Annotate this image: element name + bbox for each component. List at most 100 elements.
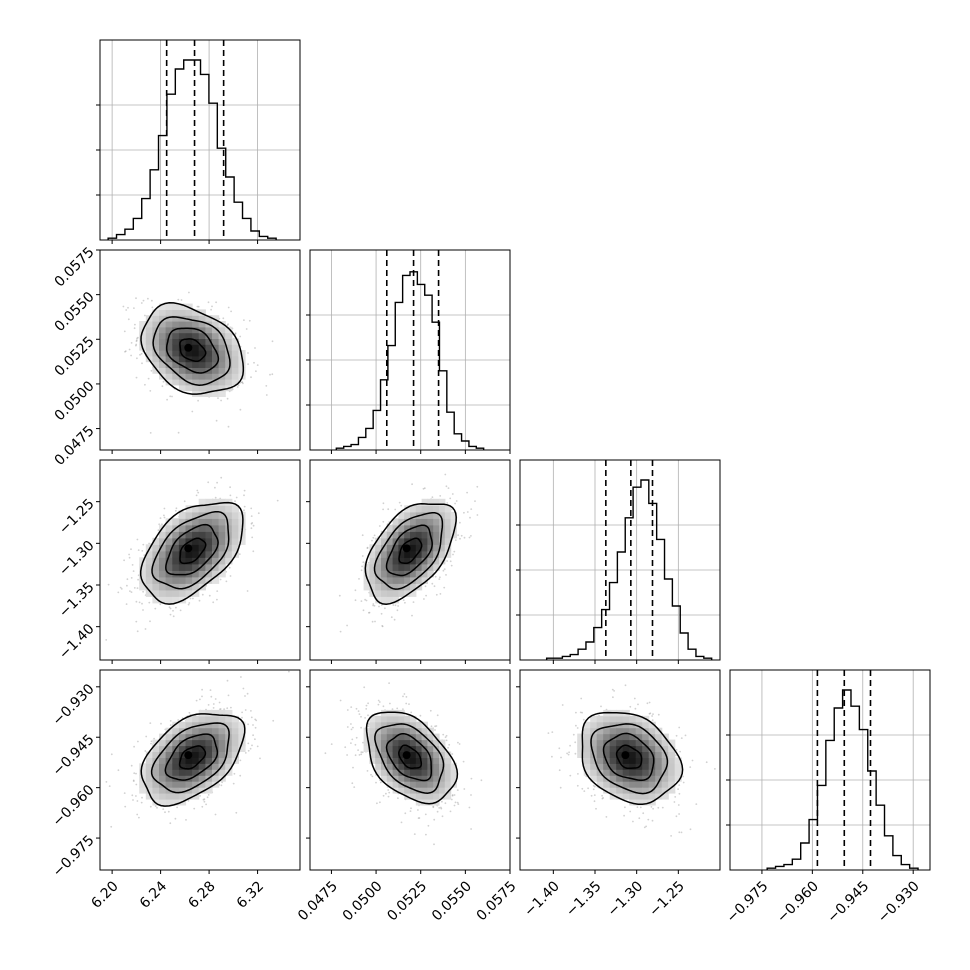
density-cell [152, 332, 160, 339]
sample-point [445, 739, 448, 742]
density-cell [231, 367, 239, 374]
sample-point [453, 804, 456, 807]
density-cell [145, 570, 153, 578]
sample-point [235, 811, 238, 814]
sample-point [105, 781, 108, 783]
density-cell [205, 715, 213, 723]
sample-point [425, 594, 427, 597]
density-cell [363, 745, 370, 752]
density-cell [433, 518, 440, 526]
sample-point [288, 670, 290, 673]
density-cell [198, 524, 206, 532]
density-cell [172, 557, 180, 565]
density-cell [205, 721, 213, 729]
density-cell [386, 715, 394, 723]
density-cell [386, 763, 394, 770]
density-cell [439, 757, 446, 764]
density-cell [159, 769, 167, 776]
sample-point [250, 522, 253, 525]
sample-point [354, 754, 357, 757]
sample-point [418, 817, 421, 819]
density-cell [218, 511, 226, 519]
panel-frame [309, 669, 511, 871]
density-cell [185, 793, 193, 800]
density-cell [415, 733, 423, 741]
density-cell [363, 583, 370, 591]
density-cell [427, 563, 434, 571]
density-cell [198, 576, 206, 584]
density-cell [415, 550, 423, 558]
density-cell [218, 361, 226, 368]
density-cell [439, 781, 446, 788]
sample-point [355, 707, 358, 710]
density-cell [205, 384, 213, 392]
density-cell [386, 563, 394, 571]
density-cell [152, 355, 160, 363]
sample-point [149, 620, 151, 623]
sample-point [466, 511, 469, 513]
density-cell [218, 769, 226, 776]
sample-point [442, 733, 445, 736]
density-cell [392, 751, 399, 758]
sample-point [397, 797, 399, 800]
density-cell [152, 550, 160, 558]
density-cell [192, 781, 200, 788]
density-cell [450, 769, 457, 776]
density-cell [421, 781, 428, 788]
density-cell [381, 751, 388, 758]
sample-point [446, 502, 449, 504]
sample-point [389, 702, 391, 705]
density-cell [139, 787, 147, 794]
density-cell [185, 505, 193, 513]
sample-point [368, 611, 370, 614]
density-cell [152, 787, 160, 794]
sample-point [210, 695, 213, 698]
density-cell [381, 763, 388, 770]
sample-point [441, 800, 443, 803]
sample-point [351, 738, 354, 741]
density-cell [212, 518, 220, 526]
density-cell [205, 544, 213, 552]
density-cell [198, 757, 206, 764]
density-cell [172, 518, 180, 526]
sample-point [180, 299, 183, 301]
density-cell [152, 367, 160, 374]
sample-point [450, 564, 453, 567]
density-cell [404, 563, 411, 571]
sample-point [427, 824, 430, 827]
density-cell [212, 775, 220, 782]
density-cell [185, 315, 193, 322]
sample-point [247, 749, 250, 752]
sample-point [252, 550, 255, 553]
sample-point [675, 754, 677, 757]
density-cell [165, 596, 173, 604]
sample-point [140, 302, 143, 304]
sample-point [442, 569, 445, 572]
density-cell [410, 769, 417, 776]
sample-point [149, 805, 152, 808]
sample-point [226, 397, 229, 400]
sample-point [434, 575, 437, 578]
density-cell [212, 355, 220, 363]
density-cell [159, 793, 167, 800]
sample-point [255, 370, 257, 373]
sample-point [451, 794, 454, 797]
sample-point [462, 760, 465, 763]
sample-point [394, 508, 397, 511]
density-cell [225, 715, 233, 723]
sample-point [147, 377, 150, 380]
sample-point [339, 630, 342, 633]
density-cell [386, 596, 394, 604]
density-cell [231, 715, 239, 723]
density-cell [178, 355, 187, 363]
density-cell [159, 557, 167, 565]
sample-point [361, 534, 364, 537]
density-cell [165, 563, 173, 571]
density-cell [415, 781, 423, 788]
sample-point [145, 735, 148, 738]
density-cell [427, 524, 434, 532]
sample-point [452, 553, 454, 556]
density-peak [184, 751, 193, 760]
density-cell [172, 373, 180, 380]
density-cell [178, 721, 187, 729]
